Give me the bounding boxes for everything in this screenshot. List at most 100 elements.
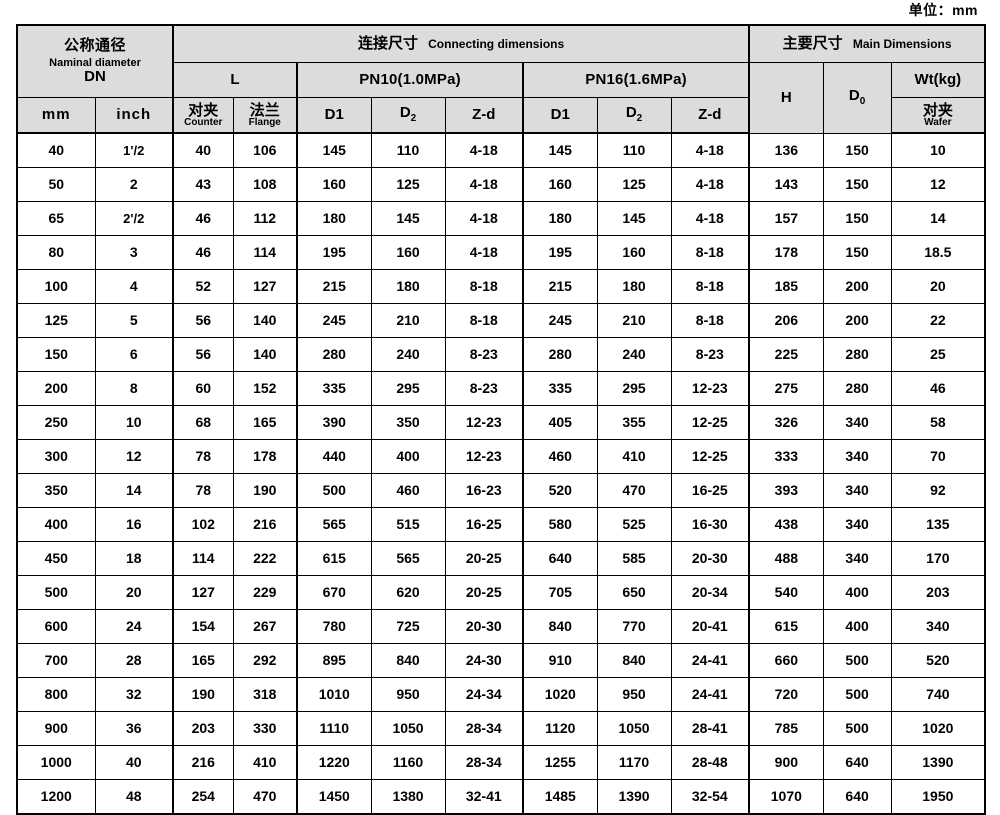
cell-value: 1020 — [922, 720, 954, 737]
cell-value: 20 — [125, 584, 142, 601]
pn16-d2-header: D2 — [596, 97, 672, 134]
cell-value: 4-18 — [695, 210, 724, 227]
table-row: 40 1'/2 40 106 145 110 4-18 145 110 4-18 136 150 10 — [16, 132, 986, 168]
cell-value: 92 — [930, 482, 946, 499]
header-row-units: mm inch 对夹 Counter 法兰 Flange D1 D2 — [16, 97, 986, 134]
cell-value: 20-41 — [691, 618, 728, 635]
cell-value: 180 — [548, 210, 572, 227]
cell-value: 615 — [322, 550, 346, 567]
table-cell: 840 — [522, 609, 598, 644]
table-cell: 4-18 — [444, 235, 525, 270]
table-cell: 705 — [522, 575, 598, 610]
table-cell: 180 — [522, 201, 598, 236]
cell-value: 190 — [253, 482, 277, 499]
unit-mm-header: mm — [16, 97, 96, 134]
table-cell: 185 — [748, 269, 824, 304]
cell-value: 1120 — [545, 720, 576, 737]
cell-value: 1000 — [40, 754, 72, 771]
table-cell: 20-30 — [670, 541, 751, 576]
table-cell: 8-23 — [670, 337, 751, 372]
table-cell: 20-30 — [444, 609, 525, 644]
table-cell: 240 — [596, 337, 672, 372]
cell-value: 16-25 — [691, 482, 728, 499]
header-row-subgroups: L PN10(1.0MPa) PN16(1.6MPa) H D0 Wt(kg) — [17, 62, 986, 134]
cell-value: 340 — [845, 448, 869, 465]
cell-value: 210 — [396, 312, 420, 329]
cell-value: 565 — [322, 516, 346, 533]
cell-value: 1050 — [392, 720, 424, 737]
pn10-zd-label: Z-d — [472, 106, 496, 124]
cell-value: 340 — [845, 414, 869, 431]
cell-value: 4-18 — [695, 142, 724, 159]
table-cell: 565 — [370, 541, 446, 576]
cell-value: 48 — [125, 788, 142, 805]
table-cell: 210 — [370, 303, 446, 338]
connecting-dimensions-en: Connecting dimensions — [428, 37, 565, 52]
table-cell: 215 — [296, 269, 372, 304]
table-cell: 145 — [370, 201, 446, 236]
table-cell: 225 — [748, 337, 824, 372]
cell-value: 125 — [396, 176, 420, 193]
cell-value: 2'/2 — [123, 211, 145, 227]
l-flange-header: 法兰 Flange — [232, 97, 299, 134]
table-cell: 2 — [94, 167, 175, 202]
cell-value: 46 — [195, 210, 212, 227]
cell-value: 580 — [548, 516, 572, 533]
cell-value: 410 — [253, 754, 277, 771]
table-row: 600 24 154 267 780 725 20-30 840 770 20-41 615 400 3… — [16, 609, 986, 644]
table-cell: 12 — [94, 439, 175, 474]
cell-value: 460 — [548, 448, 572, 465]
cell-value: 525 — [622, 516, 646, 533]
table-cell: 145 — [596, 201, 672, 236]
table-cell: 203 — [890, 575, 986, 610]
cell-value: 1220 — [318, 754, 350, 771]
cell-value: 400 — [396, 448, 420, 465]
table-header: 公称通径 Naminal diameter DN 连接尺寸 Connecting… — [16, 24, 986, 134]
table-cell: 160 — [296, 167, 372, 202]
cell-value: 280 — [548, 346, 572, 363]
cell-value: 165 — [253, 414, 277, 431]
cell-value: 58 — [930, 414, 946, 431]
cell-value: 12-23 — [465, 448, 502, 465]
table-cell: 40 — [16, 132, 96, 168]
cell-value: 6 — [129, 346, 138, 363]
h-label: H — [780, 88, 792, 106]
cell-value: 12-25 — [691, 414, 728, 431]
cell-value: 393 — [774, 482, 799, 499]
table-cell: 160 — [522, 167, 598, 202]
table-cell: 1020 — [522, 677, 598, 712]
table-cell: 43 — [172, 167, 234, 202]
table-cell: 100 — [16, 269, 96, 304]
pn10-label: PN10(1.0MPa) — [359, 71, 461, 89]
table-cell: 1390 — [596, 779, 672, 815]
table-cell: 525 — [596, 507, 672, 542]
cell-value: 78 — [195, 482, 212, 499]
cell-value: 340 — [926, 618, 950, 635]
table-cell: 400 — [370, 439, 446, 474]
table-cell: 3 — [94, 235, 175, 270]
l-group-header: L — [172, 62, 299, 98]
table-cell: 326 — [748, 405, 824, 440]
table-cell: 125 — [596, 167, 672, 202]
pn10-d2-subscript: 2 — [410, 113, 417, 125]
table-cell: 203 — [172, 711, 234, 746]
table-cell: 46 — [172, 201, 234, 236]
table-cell: 840 — [370, 643, 446, 678]
table-cell: 950 — [370, 677, 446, 712]
pn10-d2-header: D2 — [370, 97, 446, 134]
unit-note: 单位：mm — [908, 2, 978, 18]
cell-value: 28-34 — [465, 720, 502, 737]
nominal-diameter-abbr: DN — [84, 68, 106, 86]
cell-value: 8-18 — [695, 244, 724, 261]
cell-value: 135 — [926, 516, 950, 533]
table-cell: 725 — [370, 609, 446, 644]
l-counter-en: Counter — [184, 116, 223, 128]
h-column-header: H — [748, 62, 824, 134]
cell-value: 4-18 — [469, 142, 498, 159]
cell-value: 540 — [774, 584, 799, 601]
pn10-zd-header: Z-d — [444, 97, 525, 134]
cell-value: 56 — [195, 312, 212, 329]
cell-value: 910 — [548, 652, 572, 669]
d0-column-header: D0 — [822, 62, 892, 134]
cell-value: 160 — [396, 244, 420, 261]
